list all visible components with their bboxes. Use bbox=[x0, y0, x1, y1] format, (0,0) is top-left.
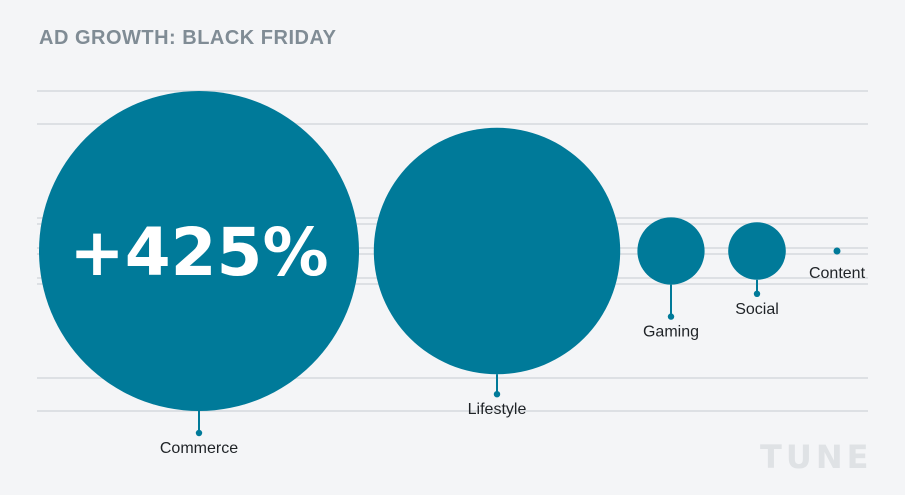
bubble-lifestyle bbox=[373, 127, 621, 375]
category-label-commerce: Commerce bbox=[160, 440, 238, 457]
leader-dot-lifestyle bbox=[493, 391, 501, 398]
bubble-content bbox=[833, 247, 841, 255]
tune-logo: TUNE bbox=[760, 438, 873, 476]
bubble-gaming bbox=[637, 217, 705, 285]
annotations: Commerce Lifestyle Gaming Social Content +425… bbox=[69, 214, 865, 457]
category-label-lifestyle: Lifestyle bbox=[468, 401, 527, 418]
leader-dot-gaming bbox=[667, 313, 675, 320]
leader-dot-commerce bbox=[195, 429, 203, 437]
bubbles bbox=[39, 91, 841, 411]
category-label-content: Content bbox=[809, 265, 866, 282]
leader-dot-social bbox=[753, 290, 761, 297]
value-label-commerce: +425% bbox=[69, 214, 328, 291]
category-label-social: Social bbox=[735, 301, 779, 318]
bubble-commerce bbox=[39, 91, 359, 411]
category-label-gaming: Gaming bbox=[643, 324, 699, 341]
bubble-social bbox=[728, 222, 786, 280]
chart-title: AD GROWTH: BLACK FRIDAY bbox=[39, 27, 337, 49]
